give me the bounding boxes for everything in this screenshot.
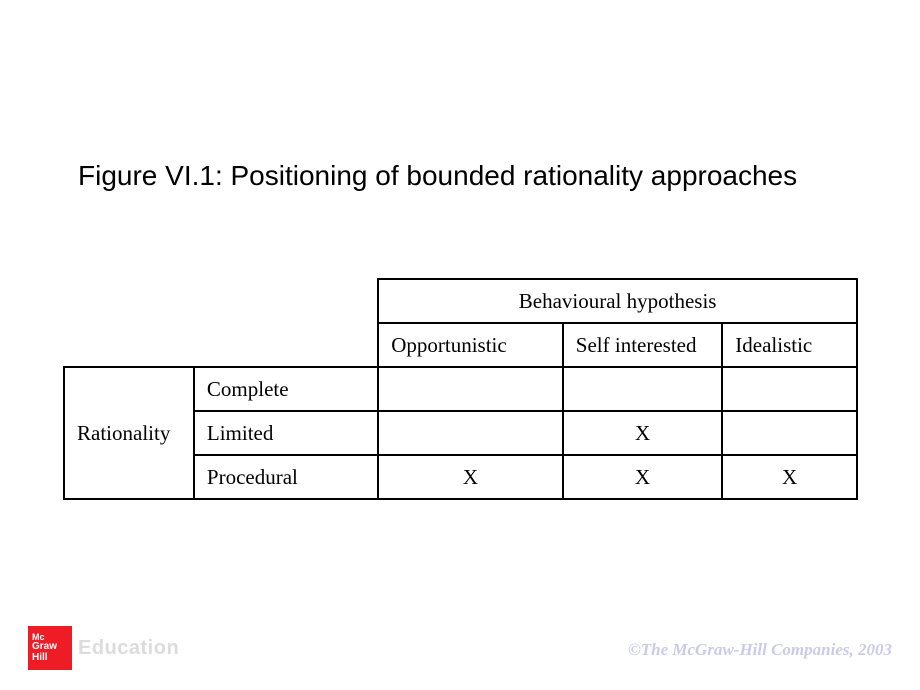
col-header: Idealistic <box>722 323 857 367</box>
row-label: Procedural <box>194 455 378 499</box>
header-row-group: Behavioural hypothesis <box>64 279 857 323</box>
logo-line: Hill <box>32 653 72 664</box>
rationality-table: Behavioural hypothesis Opportunistic Sel… <box>63 278 858 500</box>
figure-title: Figure VI.1: Positioning of bounded rati… <box>78 160 860 192</box>
column-group-header: Behavioural hypothesis <box>378 279 857 323</box>
col-header: Opportunistic <box>378 323 563 367</box>
cell <box>563 367 722 411</box>
table: Behavioural hypothesis Opportunistic Sel… <box>63 278 858 500</box>
mcgraw-hill-logo-icon: Mc Graw Hill <box>28 626 72 670</box>
col-header: Self interested <box>563 323 722 367</box>
blank-cell <box>194 323 378 367</box>
header-row-columns: Opportunistic Self interested Idealistic <box>64 323 857 367</box>
blank-cell <box>194 279 378 323</box>
cell <box>378 367 563 411</box>
cell: X <box>378 455 563 499</box>
cell <box>722 411 857 455</box>
row-label: Complete <box>194 367 378 411</box>
row-group-label: Rationality <box>64 367 194 499</box>
cell <box>378 411 563 455</box>
blank-cell <box>64 279 194 323</box>
publisher-logo: Mc Graw Hill Education <box>28 626 179 670</box>
copyright-text: ©The McGraw-Hill Companies, 2003 <box>628 640 892 660</box>
education-wordmark: Education <box>78 637 179 660</box>
blank-cell <box>64 323 194 367</box>
cell: X <box>563 455 722 499</box>
cell: X <box>563 411 722 455</box>
cell: X <box>722 455 857 499</box>
table-row: Rationality Complete <box>64 367 857 411</box>
cell <box>722 367 857 411</box>
slide: Figure VI.1: Positioning of bounded rati… <box>0 0 920 690</box>
row-label: Limited <box>194 411 378 455</box>
